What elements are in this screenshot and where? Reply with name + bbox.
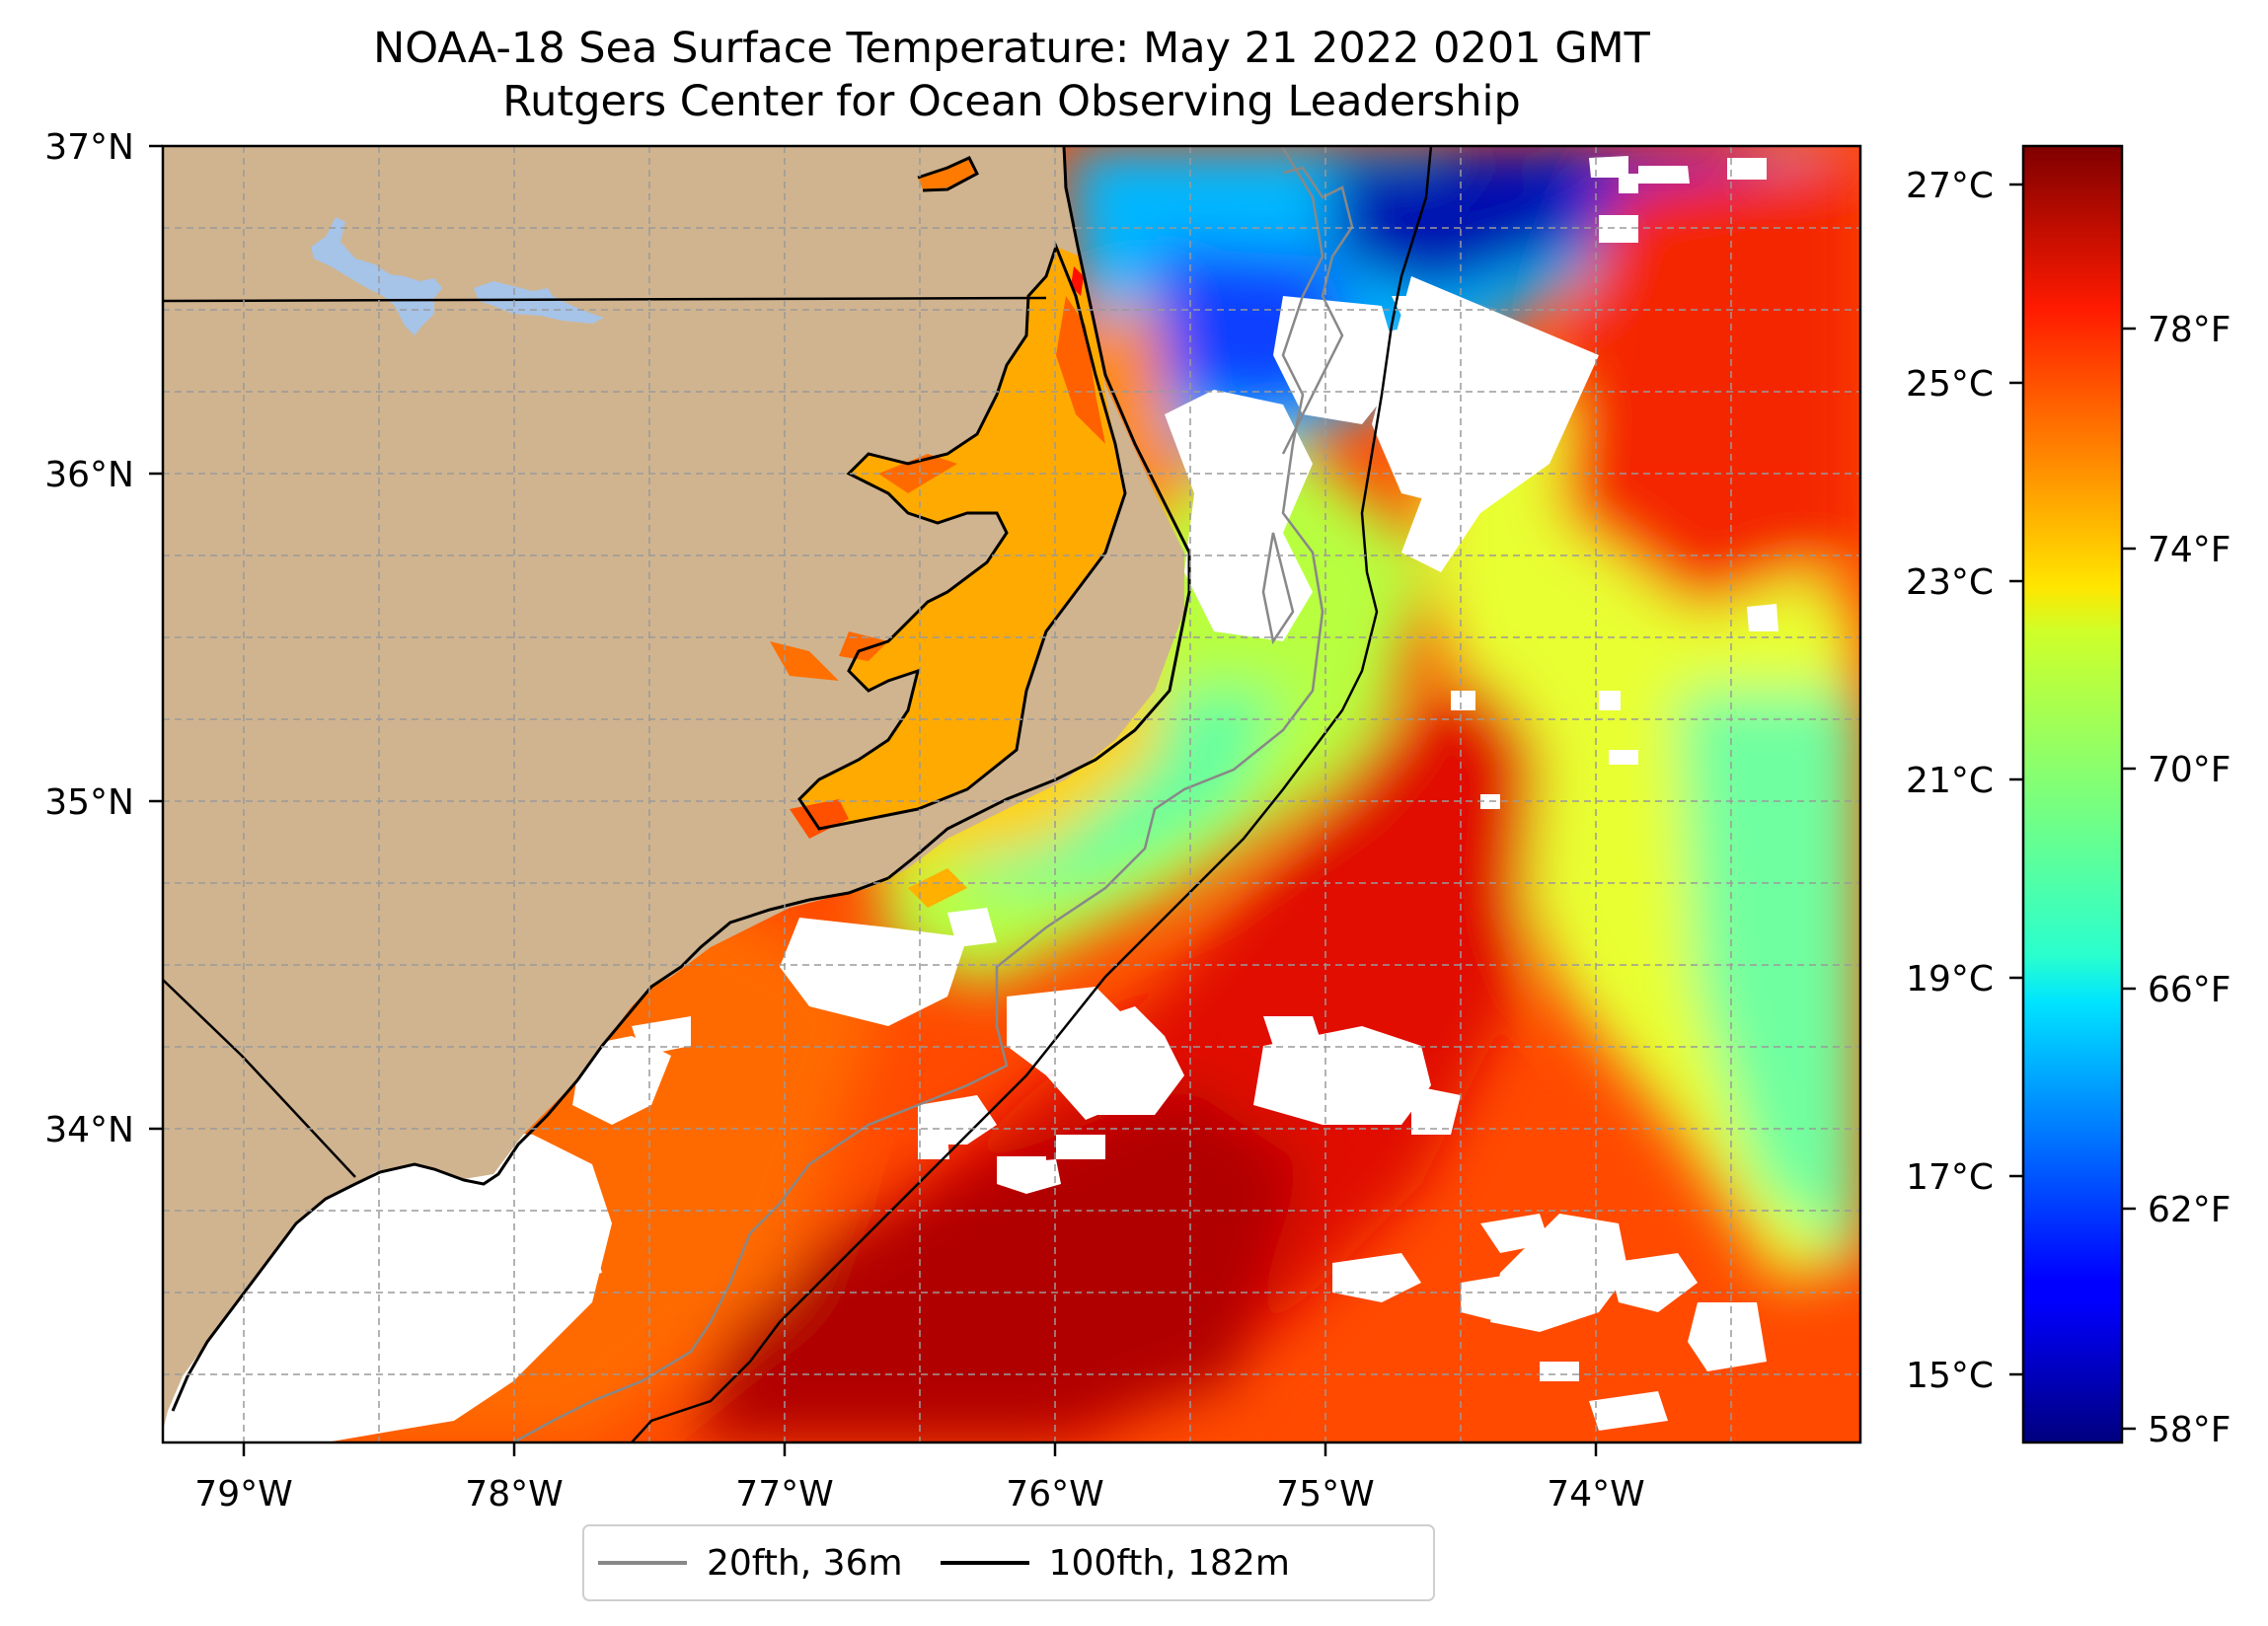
lat-tick-labels: 37°N 36°N 35°N 34°N — [44, 127, 134, 1150]
map-plot-area — [163, 146, 1860, 1442]
lat-tick-label: 36°N — [44, 455, 134, 495]
legend-label-20fth: 20fth, 36m — [707, 1542, 903, 1584]
fahrenheit-tick-label: 70°F — [2148, 750, 2231, 790]
lakes — [311, 217, 604, 335]
colorbar: 27°C 25°C 23°C 21°C 19°C 17°C 15°C 78°F … — [1906, 144, 2231, 1450]
celsius-tick-label: 21°C — [1906, 761, 1994, 801]
legend-label-100fth: 100fth, 182m — [1048, 1542, 1290, 1584]
map-frame — [161, 144, 1862, 1444]
lat-tick-label: 35°N — [44, 782, 134, 823]
title-line-2: Rutgers Center for Ocean Observing Leade… — [502, 77, 1521, 126]
legend-swatch-20fth — [598, 1561, 687, 1565]
legend-entry-20fth: 20fth, 36m — [598, 1543, 903, 1584]
nc-va-border — [163, 296, 1047, 303]
legend-swatch-100fth — [940, 1561, 1029, 1565]
map-title: NOAA-18 Sea Surface Temperature: May 21 … — [163, 22, 1860, 128]
fahrenheit-tick-label: 62°F — [2148, 1190, 2231, 1230]
state-borders — [163, 296, 1047, 1178]
coastline — [171, 146, 1191, 1412]
isobath-20fth — [512, 147, 1354, 1442]
lon-tick-label: 78°W — [465, 1474, 563, 1515]
isobath-100fth — [631, 146, 1433, 1442]
lat-tick-label: 34°N — [44, 1110, 134, 1150]
fahrenheit-tick-label: 58°F — [2148, 1410, 2231, 1450]
celsius-tick-label: 27°C — [1906, 166, 1994, 206]
celsius-tick-label: 15°C — [1906, 1356, 1994, 1396]
lon-tick-label: 75°W — [1276, 1474, 1374, 1515]
colorbar-ticks — [2009, 183, 2136, 1431]
colorbar-celsius-labels: 27°C 25°C 23°C 21°C 19°C 17°C 15°C — [1906, 166, 1994, 1396]
axis-ticks — [149, 144, 1598, 1456]
celsius-tick-label: 19°C — [1906, 959, 1994, 999]
lon-tick-labels: 79°W 78°W 77°W 76°W 75°W 74°W — [194, 1474, 1644, 1515]
fahrenheit-tick-label: 74°F — [2148, 530, 2231, 570]
legend-entry-100fth: 100fth, 182m — [940, 1542, 1290, 1584]
celsius-tick-label: 23°C — [1906, 562, 1994, 603]
lon-tick-label: 79°W — [194, 1474, 292, 1515]
nc-sc-border — [163, 979, 356, 1178]
lon-tick-label: 74°W — [1547, 1474, 1644, 1515]
graticule — [163, 146, 1860, 1442]
lon-tick-label: 76°W — [1006, 1474, 1103, 1515]
title-line-1: NOAA-18 Sea Surface Temperature: May 21 … — [373, 24, 1650, 73]
celsius-tick-label: 25°C — [1906, 364, 1994, 405]
fahrenheit-tick-label: 66°F — [2148, 970, 2231, 1010]
lat-tick-label: 37°N — [44, 127, 134, 168]
fahrenheit-tick-label: 78°F — [2148, 310, 2231, 350]
legend: 20fth, 36m 100fth, 182m — [582, 1524, 1435, 1601]
celsius-tick-label: 17°C — [1906, 1157, 1994, 1198]
colorbar-fahrenheit-labels: 78°F 74°F 70°F 66°F 62°F 58°F — [2148, 310, 2231, 1450]
colorbar-gradient — [2021, 144, 2124, 1444]
lon-tick-label: 77°W — [735, 1474, 833, 1515]
